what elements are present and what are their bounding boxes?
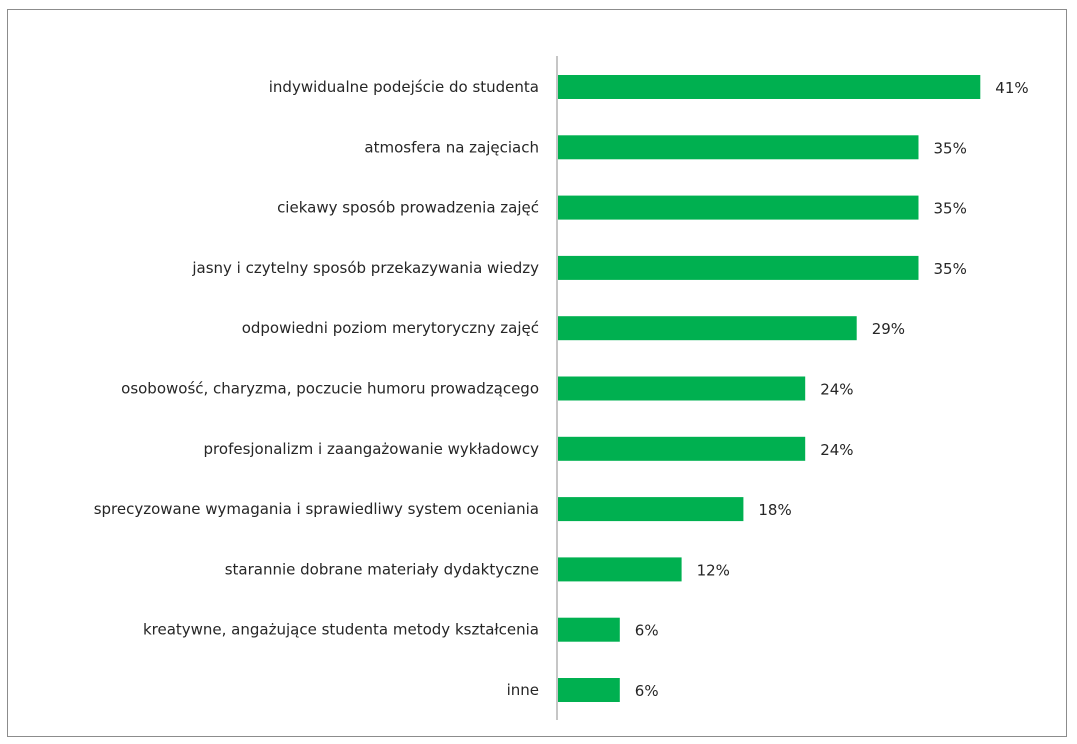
data-label: 6% [635,622,659,640]
category-label: kreatywne, angażujące studenta metody ks… [143,621,539,639]
data-label: 18% [758,501,791,519]
category-label: jasny i czytelny sposób przekazywania wi… [191,259,539,277]
data-label: 41% [995,79,1028,97]
category-label: ciekawy sposób prowadzenia zajęć [277,199,539,217]
bar [558,678,620,702]
data-label: 24% [820,381,853,399]
category-label: profesjonalizm i zaangażowanie wykładowc… [204,440,540,458]
bar [558,316,857,341]
bar [558,497,744,522]
category-label: inne [507,681,539,699]
data-label: 12% [697,561,730,579]
category-label: odpowiedni poziom merytoryczny zajęć [242,319,539,337]
category-label: sprecyzowane wymagania i sprawiedliwy sy… [94,500,539,518]
bar [558,195,919,220]
bar [558,617,620,642]
data-label: 35% [934,260,967,278]
bar [558,557,682,582]
data-label: 6% [635,682,659,700]
data-label: 29% [872,320,905,338]
bar [558,135,919,160]
category-label: atmosfera na zajęciach [364,138,539,156]
bar [558,436,806,461]
data-label: 24% [820,441,853,459]
bar [558,255,919,280]
category-label: starannie dobrane materiały dydaktyczne [225,560,539,578]
data-label: 35% [934,200,967,218]
chart-frame [7,9,1067,737]
data-label: 35% [934,139,967,157]
category-label: osobowość, charyzma, poczucie humoru pro… [121,380,539,398]
bar [558,376,806,401]
category-label: indywidualne podejście do studenta [269,78,539,96]
bar [558,75,981,99]
